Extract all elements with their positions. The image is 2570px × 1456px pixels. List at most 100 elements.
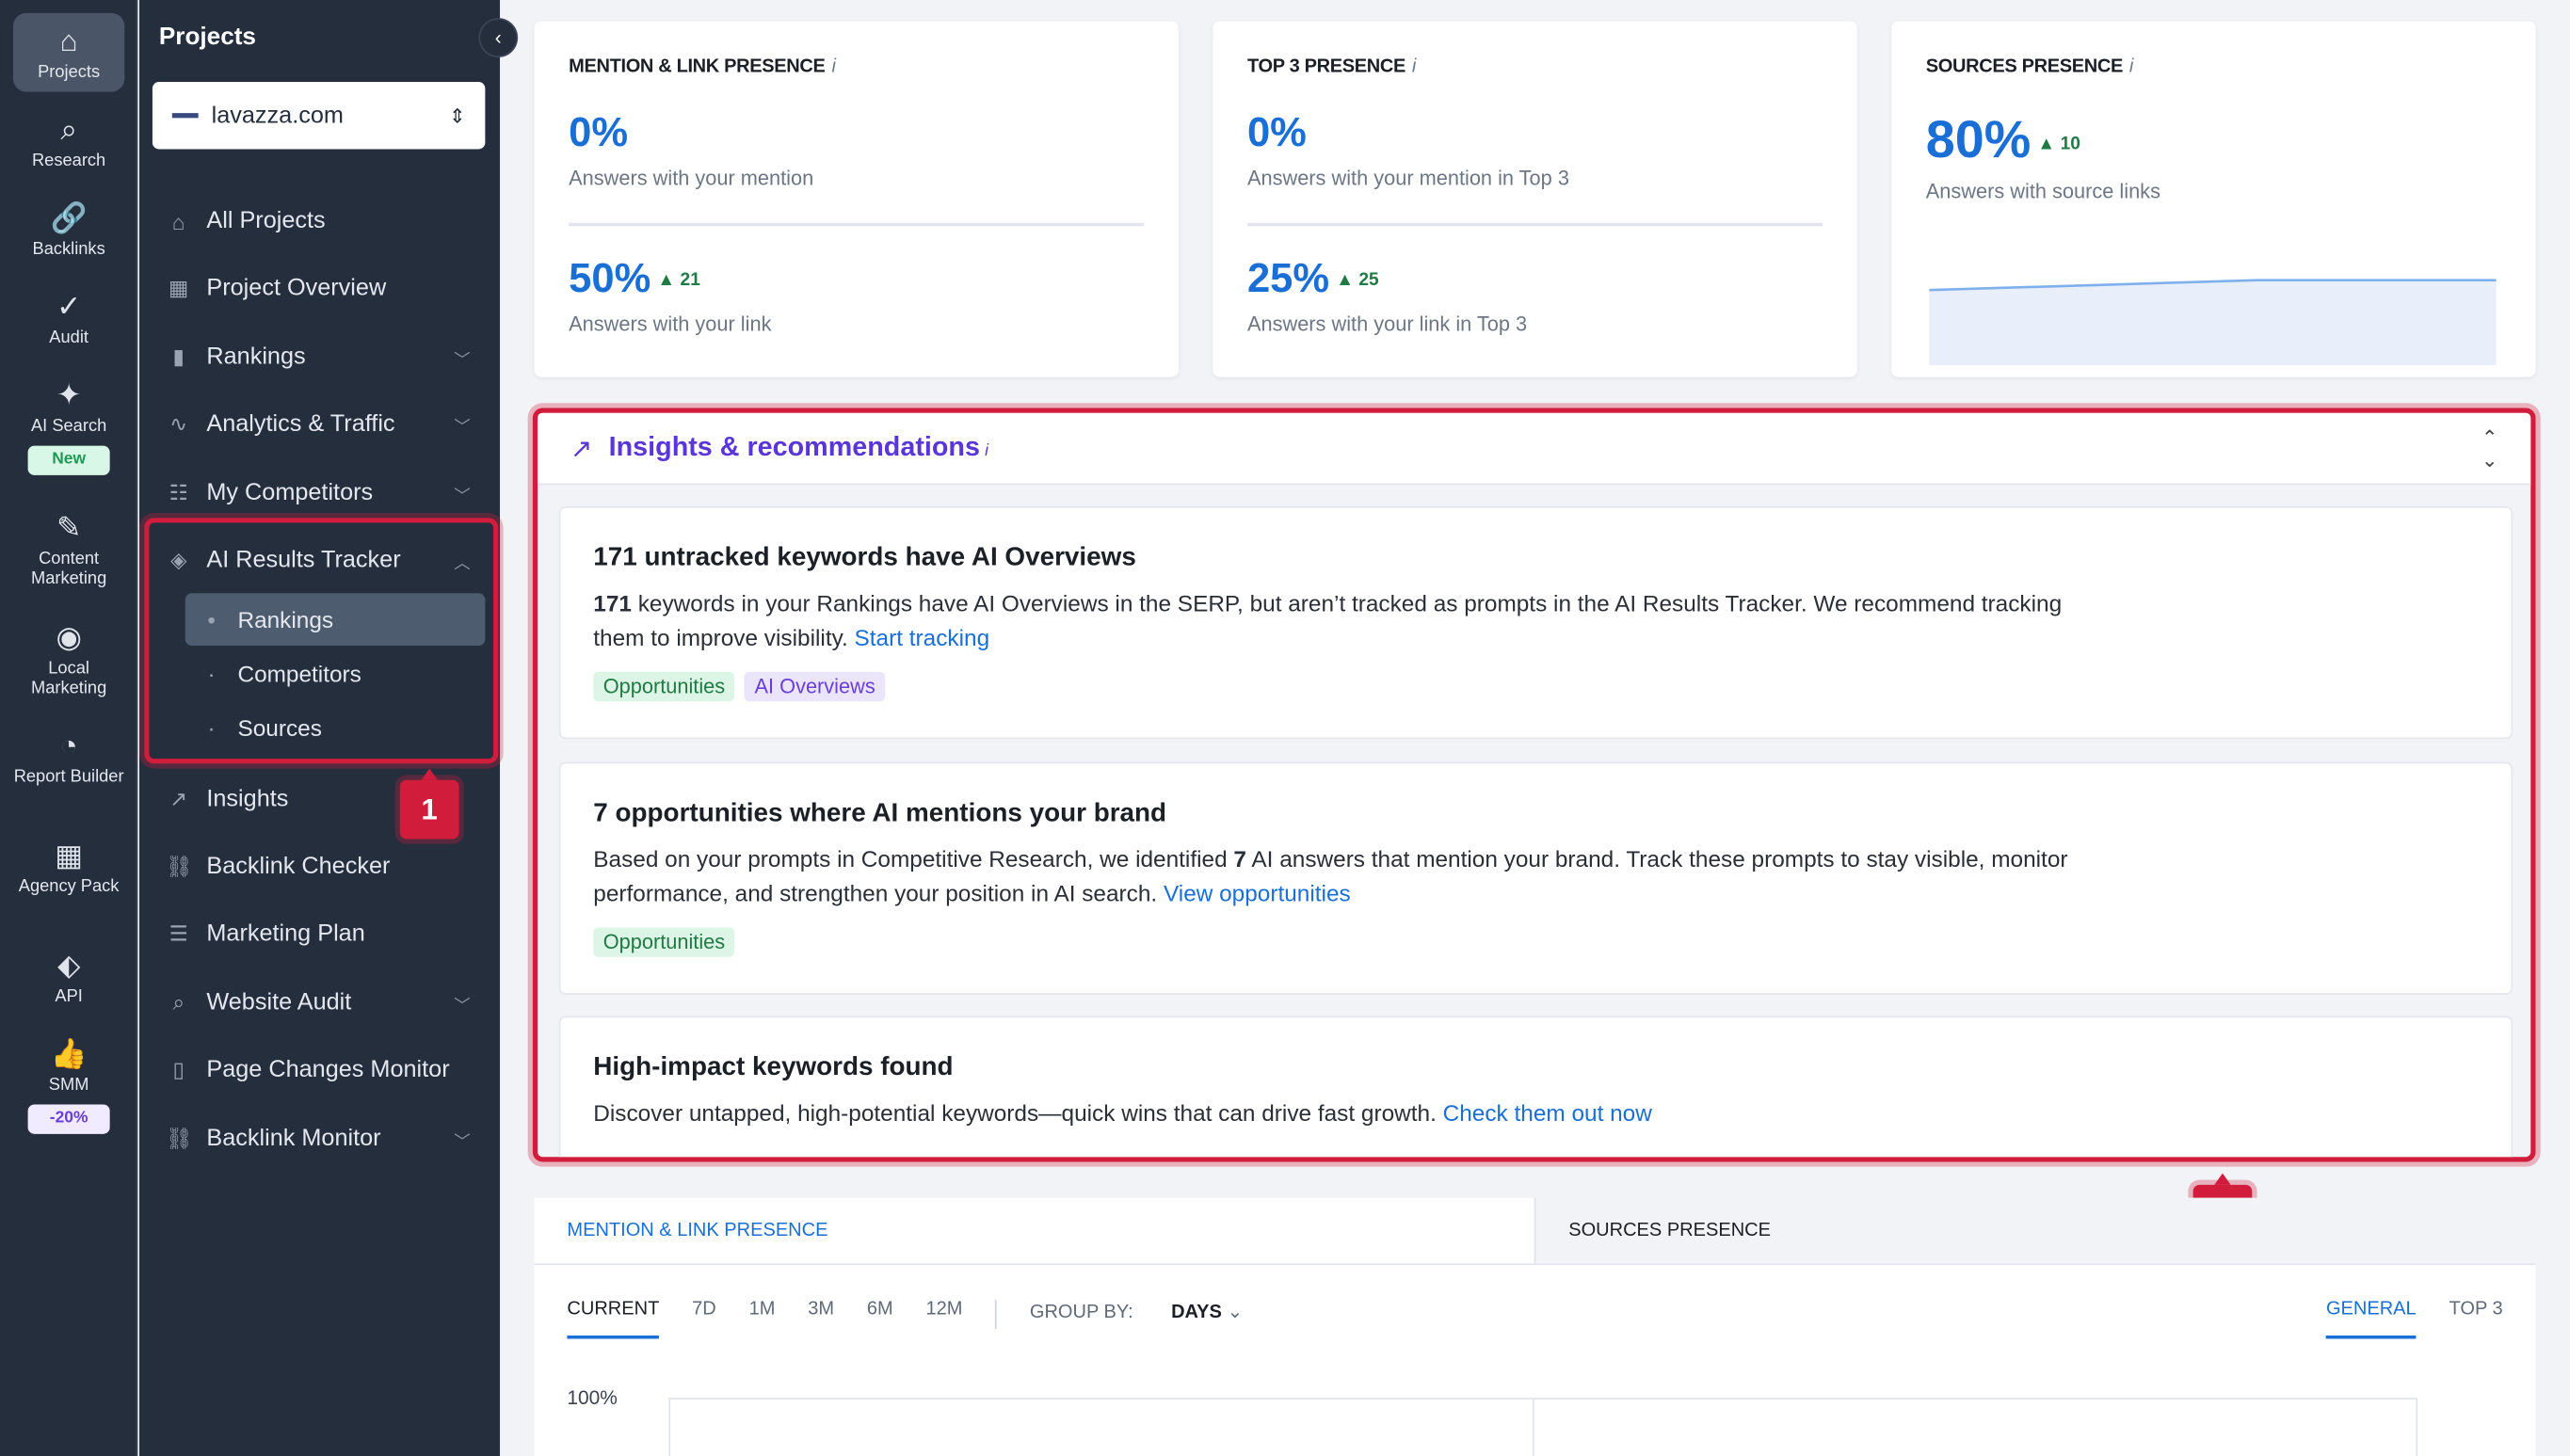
delta-up: ▲ 25 [1336, 270, 1379, 291]
recommendation-title: High-impact keywords found [593, 1053, 954, 1082]
view-general[interactable]: GENERAL [2325, 1300, 2417, 1339]
rail-item-local-marketing[interactable]: ◉ Local Marketing [13, 619, 124, 698]
rail-item-api[interactable]: ⬖ API [13, 947, 124, 1006]
period-1m[interactable]: 1M [748, 1299, 776, 1320]
subitem-label: Sources [237, 714, 322, 741]
sidebar-item-project-overview[interactable]: ▦ Project Overview [166, 269, 471, 309]
rail-badge: New [27, 445, 110, 475]
sidebar-item-all-projects[interactable]: ⌂ All Projects [166, 201, 471, 241]
rail-label: Report Builder [13, 766, 124, 787]
chevron-down-icon: ﹀ [454, 1132, 471, 1152]
nav-label: All Projects [206, 208, 326, 234]
rail-label: Local Marketing [30, 658, 107, 698]
period-7d[interactable]: 7D [692, 1299, 716, 1320]
sidebar-item-my-competitors[interactable]: ☷ My Competitors ﹀ [166, 473, 471, 513]
text: AI answers that mention your brand. Trac… [593, 845, 2068, 906]
sidebar-item-backlink-monitor[interactable]: ⛓ Backlink Monitor ﹀ [166, 1119, 471, 1159]
rail-item-content-marketing[interactable]: ✎ Content Marketing [13, 509, 124, 588]
sparkline-chart [1929, 279, 2497, 366]
rail-item-agency-pack[interactable]: ▦ Agency Pack [13, 838, 124, 896]
rail-item-report-builder[interactable]: ◔ Report Builder [13, 728, 124, 787]
presence-chart-panel: MENTION & LINK PRESENCE SOURCES PRESENCE… [534, 1197, 2536, 1456]
chevron-down-icon: ﹀ [454, 418, 471, 438]
building-icon: ▦ [55, 839, 83, 872]
sidebar-item-rankings[interactable]: ▮ Rankings ﹀ [166, 338, 471, 377]
nav-icon: ⛓ [165, 854, 193, 879]
rail-item-audit[interactable]: ✓ Audit [13, 288, 124, 347]
period-current[interactable]: CURRENT [567, 1300, 660, 1339]
group-by-dropdown[interactable]: GROUP BY: DAYS ⌄ [1030, 1300, 1276, 1339]
info-icon[interactable]: i [1411, 56, 1417, 77]
delta-value: 10 [2060, 133, 2080, 153]
sparkline-area [1929, 280, 2497, 366]
period-12m[interactable]: 12M [925, 1299, 963, 1320]
rail-label: Backlinks [32, 239, 105, 260]
thumbs-up-icon: 👍 [50, 1037, 88, 1070]
bullet-icon: · [207, 714, 216, 741]
nav-label: Backlink Checker [206, 854, 391, 880]
chevron-down-icon: ﹀ [454, 997, 471, 1016]
nav-label: AI Results Tracker [206, 547, 401, 574]
sparkle-icon: ✦ [56, 378, 82, 412]
sidebar-item-analytics-traffic[interactable]: ∿ Analytics & Traffic ﹀ [166, 405, 471, 444]
info-icon[interactable]: i [831, 56, 836, 77]
delta-value: 25 [1358, 270, 1379, 291]
tab-sources-presence[interactable]: SOURCES PRESENCE [1534, 1197, 2536, 1264]
view-top3[interactable]: TOP 3 [2449, 1299, 2503, 1320]
bullet-icon: · [207, 660, 216, 687]
metric-value: 0% [1246, 109, 1307, 156]
audit-check-icon: ✓ [56, 290, 82, 323]
recommendation-title: 7 opportunities where AI mentions your b… [593, 799, 1167, 828]
info-icon[interactable]: i [2128, 56, 2134, 77]
sidebar-subitem-sources[interactable]: · Sources [185, 701, 486, 754]
card-title: TOP 3 PRESENCE [1246, 56, 1405, 77]
sidebar-item-ai-results-tracker[interactable]: ◈ AI Results Tracker ︿ [166, 541, 471, 581]
collapse-sidebar-button[interactable]: ‹ [478, 18, 519, 57]
metric-value: 25% [1246, 255, 1330, 302]
project-selector[interactable]: lavazza.com ⇕ [152, 82, 486, 150]
view-opportunities-link[interactable]: View opportunities [1163, 879, 1351, 906]
period-3m[interactable]: 3M [808, 1299, 835, 1320]
sidebar-item-insights[interactable]: ↗ Insights [166, 780, 471, 820]
rail-label: API [55, 986, 83, 1007]
collapse-panel-button[interactable]: ⌃ ⌄ [2481, 424, 2498, 472]
mention-link-card: MENTION & LINK PRESENCE i 0% Answers with… [534, 21, 1179, 377]
bold-count: 7 [1233, 845, 1246, 872]
metric-value: 0% [569, 109, 629, 156]
edit-icon: ✎ [56, 511, 82, 545]
recommendation-title: 171 untracked keywords have AI Overviews [593, 544, 1136, 572]
subitem-label: Rankings [237, 606, 334, 633]
start-tracking-link[interactable]: Start tracking [854, 624, 990, 651]
sidebar-item-backlink-checker[interactable]: ⛓ Backlink Checker [166, 847, 471, 887]
tab-mention-link-presence[interactable]: MENTION & LINK PRESENCE [567, 1221, 828, 1241]
group-by-label: GROUP BY: [1029, 1303, 1133, 1323]
divider [995, 1299, 998, 1330]
rail-item-smm[interactable]: 👍 SMM -20% [13, 1035, 124, 1134]
nav-icon: ⌕ [172, 989, 185, 1015]
metric-value: 50% [569, 255, 651, 302]
gridline [2416, 1398, 2418, 1456]
sidebar-item-website-audit[interactable]: ⌕ Website Audit ﹀ [166, 984, 471, 1023]
text: Based on your prompts in Competitive Res… [593, 845, 1234, 872]
rail-item-projects[interactable]: ⌂ Projects [12, 12, 125, 92]
metric-caption: Answers with your link in Top 3 [1246, 312, 1528, 336]
group-by-value: DAYS [1171, 1303, 1222, 1323]
nav-icon: ↗ [169, 786, 188, 811]
sidebar-subitem-competitors[interactable]: · Competitors [185, 648, 486, 700]
period-6m[interactable]: 6M [866, 1299, 893, 1320]
card-title: SOURCES PRESENCE [1925, 56, 2124, 77]
recommendation-text: Discover untapped, high-potential keywor… [593, 1096, 2117, 1131]
sidebar-subitem-rankings[interactable]: • Rankings [185, 593, 486, 646]
check-them-out-link[interactable]: Check them out now [1442, 1099, 1652, 1127]
sidebar-item-marketing-plan[interactable]: ☰ Marketing Plan [166, 915, 471, 954]
top3-card: TOP 3 PRESENCE i 0% Answers with your men… [1213, 21, 1857, 377]
sidebar-item-page-changes-monitor[interactable]: ▯ Page Changes Monitor [166, 1050, 471, 1090]
rail-item-ai-search[interactable]: ✦ AI Search New [13, 376, 124, 475]
nav-icon: ▮ [172, 344, 185, 369]
sparkline-line [1929, 279, 2497, 292]
rail-item-research[interactable]: ⌕ Research [13, 111, 124, 170]
y-axis-label: 100% [567, 1385, 618, 1410]
chevron-up-down-icon: ⇕ [448, 104, 466, 127]
info-icon[interactable]: i [985, 442, 989, 461]
rail-item-backlinks[interactable]: 🔗 Backlinks [13, 200, 124, 259]
